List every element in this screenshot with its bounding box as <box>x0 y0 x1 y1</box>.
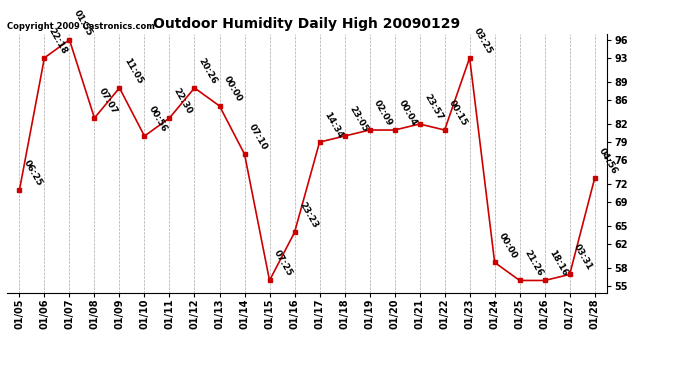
Text: 14:34: 14:34 <box>322 110 344 140</box>
Text: 00:00: 00:00 <box>497 231 519 260</box>
Text: 00:00: 00:00 <box>222 75 244 104</box>
Text: 18:16: 18:16 <box>547 249 569 278</box>
Text: 11:05: 11:05 <box>122 56 144 86</box>
Text: Copyright 2009 Castronics.com: Copyright 2009 Castronics.com <box>7 22 155 31</box>
Text: 04:56: 04:56 <box>598 147 620 176</box>
Text: 01:55: 01:55 <box>72 8 94 38</box>
Text: 07:25: 07:25 <box>272 249 294 278</box>
Text: 00:04: 00:04 <box>397 99 419 128</box>
Text: 22:18: 22:18 <box>47 26 69 56</box>
Text: 23:05: 23:05 <box>347 105 369 134</box>
Text: 23:23: 23:23 <box>297 201 319 230</box>
Text: 03:25: 03:25 <box>472 26 494 56</box>
Text: 23:57: 23:57 <box>422 92 444 122</box>
Text: 03:31: 03:31 <box>572 243 594 272</box>
Text: 06:25: 06:25 <box>22 159 44 188</box>
Text: 07:07: 07:07 <box>97 86 119 116</box>
Text: 07:10: 07:10 <box>247 123 269 152</box>
Text: 00:56: 00:56 <box>147 105 169 134</box>
Text: 02:09: 02:09 <box>372 99 394 128</box>
Title: Outdoor Humidity Daily High 20090129: Outdoor Humidity Daily High 20090129 <box>153 17 461 31</box>
Text: 00:15: 00:15 <box>447 99 469 128</box>
Text: 21:26: 21:26 <box>522 249 544 278</box>
Text: 20:26: 20:26 <box>197 56 219 86</box>
Text: 22:30: 22:30 <box>172 86 194 116</box>
